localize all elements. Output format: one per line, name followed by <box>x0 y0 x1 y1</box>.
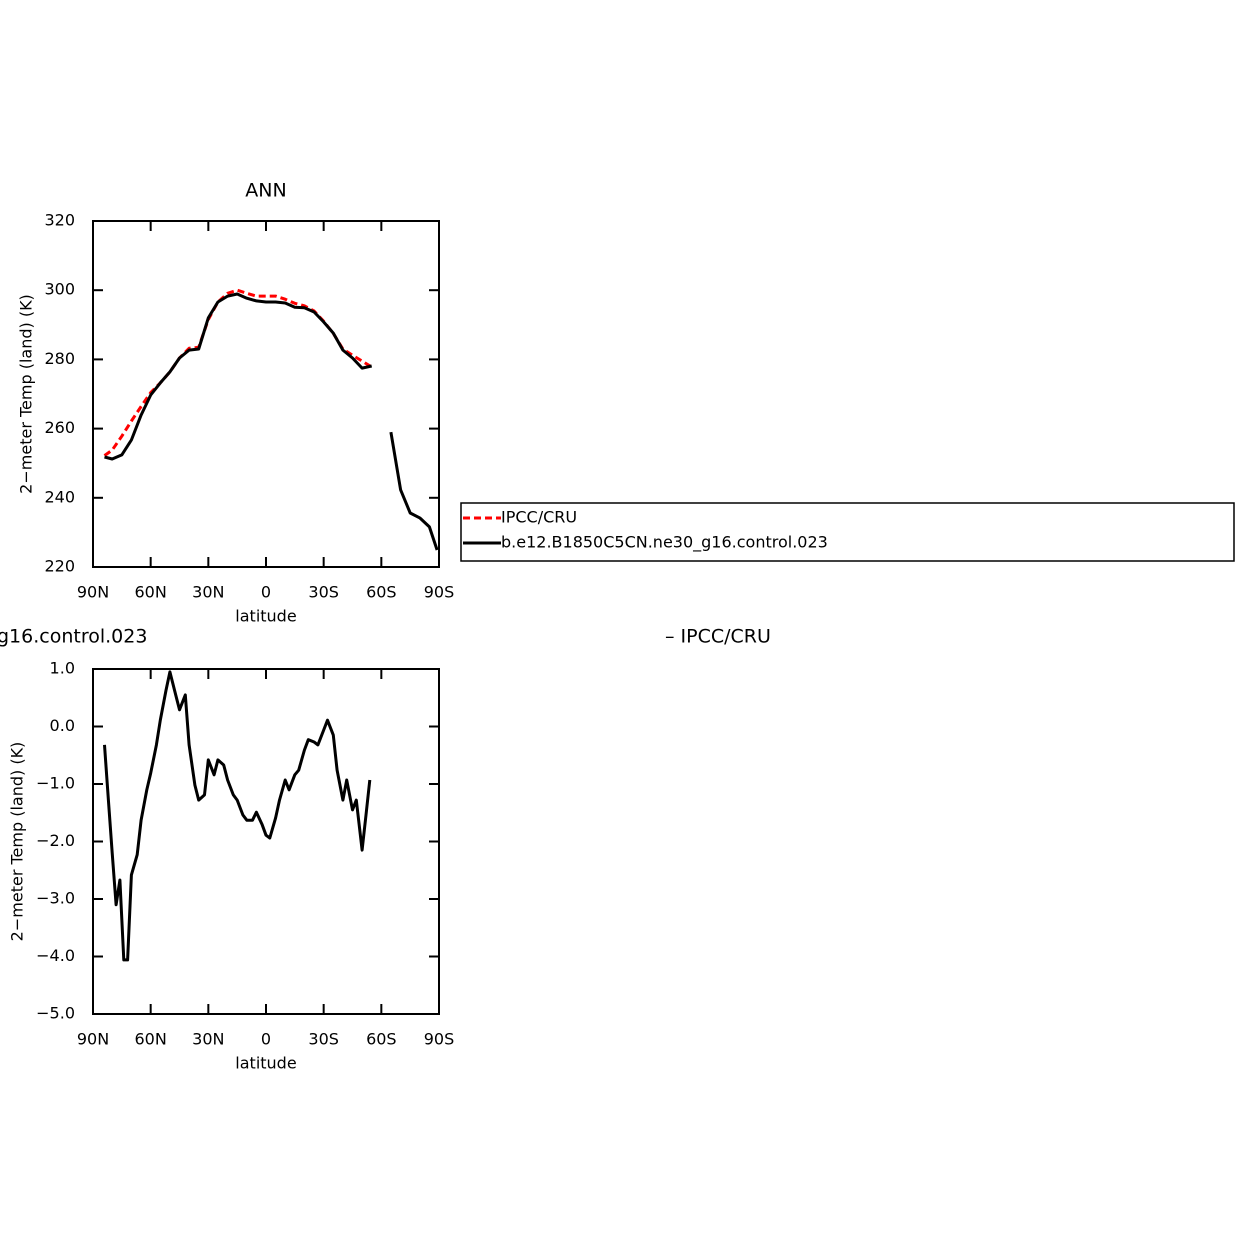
x-axis-label: latitude <box>235 607 296 626</box>
x-tick-label: 30S <box>308 1030 339 1049</box>
x-tick-label: 30N <box>192 583 224 602</box>
chart-title: ANN <box>245 180 286 202</box>
data-line <box>104 292 439 551</box>
y-tick-label: −5.0 <box>36 1004 75 1023</box>
x-tick-label: 90N <box>77 583 109 602</box>
y-tick-label: 240 <box>44 487 75 506</box>
x-tick-label: 60N <box>135 1030 167 1049</box>
y-tick-label: 260 <box>44 418 75 437</box>
chart-title-right: – IPCC/CRU <box>665 626 771 648</box>
x-tick-label: 90S <box>424 583 455 602</box>
y-tick-label: −2.0 <box>36 831 75 850</box>
x-tick-label: 90S <box>424 1030 455 1049</box>
plot-frame <box>92 668 440 1015</box>
legend-box <box>460 502 1235 562</box>
x-tick-label: 30N <box>192 1030 224 1049</box>
legend-label: IPCC/CRU <box>501 508 577 527</box>
x-tick-label: 30S <box>308 583 339 602</box>
y-tick-label: 300 <box>44 280 75 299</box>
plot-frame <box>92 220 440 568</box>
legend-label: b.e12.B1850C5CN.ne30_g16.control.023 <box>501 533 828 553</box>
y-tick-label: 0.0 <box>50 716 75 735</box>
y-tick-label: −4.0 <box>36 946 75 965</box>
y-tick-label: 1.0 <box>50 659 75 678</box>
y-tick-label: −1.0 <box>36 774 75 793</box>
y-tick-label: 320 <box>44 211 75 230</box>
x-tick-label: 60N <box>135 583 167 602</box>
y-tick-label: −3.0 <box>36 889 75 908</box>
y-axis-label: 2−meter Temp (land) (K) <box>17 294 36 494</box>
y-tick-label: 220 <box>44 557 75 576</box>
x-tick-label: 60S <box>366 1030 397 1049</box>
x-tick-label: 0 <box>261 583 271 602</box>
data-line <box>103 670 372 962</box>
y-tick-label: 280 <box>44 349 75 368</box>
x-tick-label: 90N <box>77 1030 109 1049</box>
chart-title-left: g16.control.023 <box>0 626 147 648</box>
x-tick-label: 0 <box>261 1030 271 1049</box>
y-axis-label: 2−meter Temp (land) (K) <box>8 742 27 942</box>
x-axis-label: latitude <box>235 1054 296 1073</box>
x-tick-label: 60S <box>366 583 397 602</box>
data-line <box>103 288 373 457</box>
